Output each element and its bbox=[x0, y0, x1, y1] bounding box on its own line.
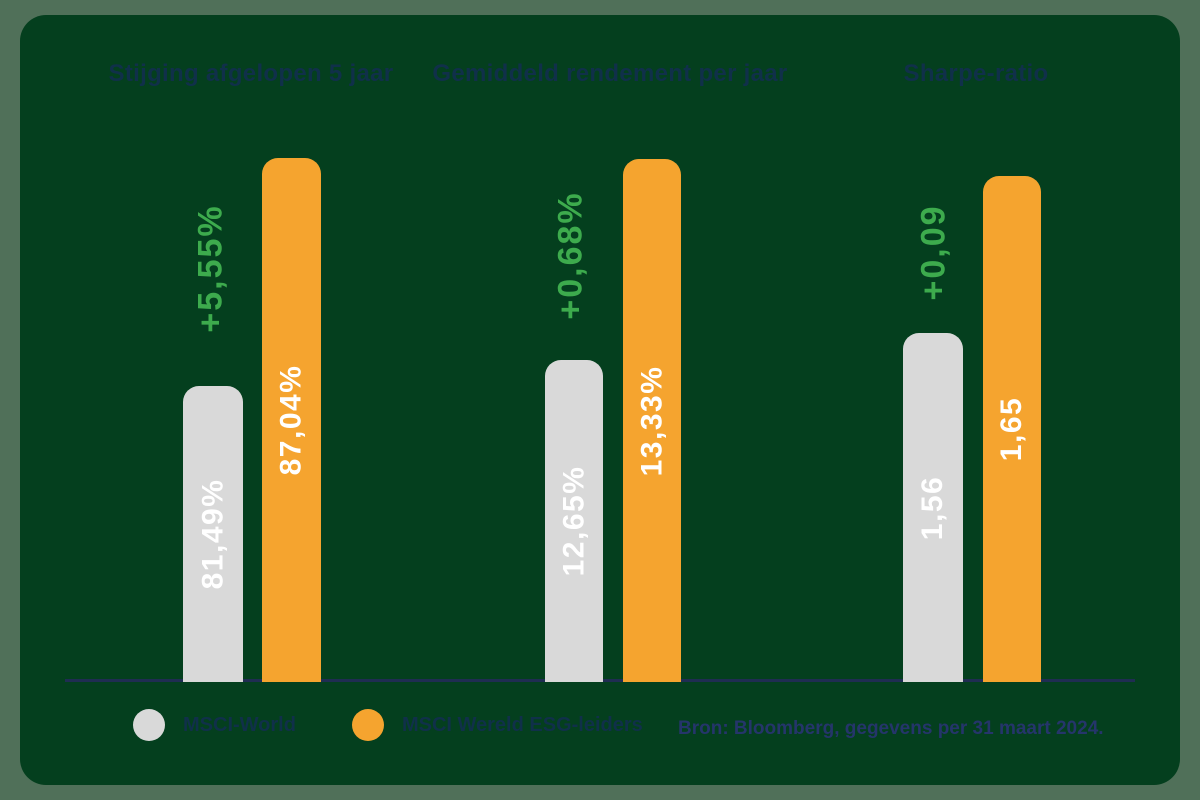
source-note: Bron: Bloomberg, gegevens per 31 maart 2… bbox=[678, 718, 1104, 739]
column-title-sharpe: Sharpe-ratio bbox=[903, 60, 1049, 87]
legend-swatch-esg-leiders bbox=[351, 709, 384, 741]
delta-label-group2: +0,68% bbox=[551, 190, 590, 320]
bar-value-label: 1,65 bbox=[995, 396, 1029, 462]
legend-label-esg-leiders: MSCI Wereld ESG-leiders bbox=[401, 713, 643, 736]
bar-msci-world-group1: 81,49% bbox=[183, 386, 243, 682]
legend-swatch-msci-world bbox=[133, 709, 165, 741]
bar-value-label: 81,49% bbox=[196, 478, 229, 590]
column-title-rendement: Gemiddeld rendement per jaar bbox=[432, 60, 788, 87]
bar-esg-leiders-group3: 1,65 bbox=[983, 176, 1041, 682]
bar-msci-world-group3: 1,56 bbox=[903, 333, 963, 682]
chart-card: Stijging afgelopen 5 jaar Gemiddeld rend… bbox=[20, 15, 1180, 785]
bar-value-label: 13,33% bbox=[635, 365, 668, 476]
legend: MSCI-World MSCI Wereld ESG-leiders bbox=[133, 709, 643, 741]
bar-esg-leiders-group1: 87,04% bbox=[262, 158, 321, 682]
bar-value-label: 12,65% bbox=[557, 465, 590, 577]
column-title-stijging: Stijging afgelopen 5 jaar bbox=[108, 60, 394, 87]
bar-value-label: 87,04% bbox=[274, 364, 308, 476]
delta-label-group3: +0,09 bbox=[914, 203, 953, 301]
legend-label-msci-world: MSCI-World bbox=[183, 713, 296, 736]
delta-label-group1: +5,55% bbox=[191, 203, 230, 333]
bar-msci-world-group2: 12,65% bbox=[545, 360, 603, 682]
bar-value-label: 1,56 bbox=[916, 475, 950, 540]
bar-esg-leiders-group2: 13,33% bbox=[623, 159, 681, 682]
